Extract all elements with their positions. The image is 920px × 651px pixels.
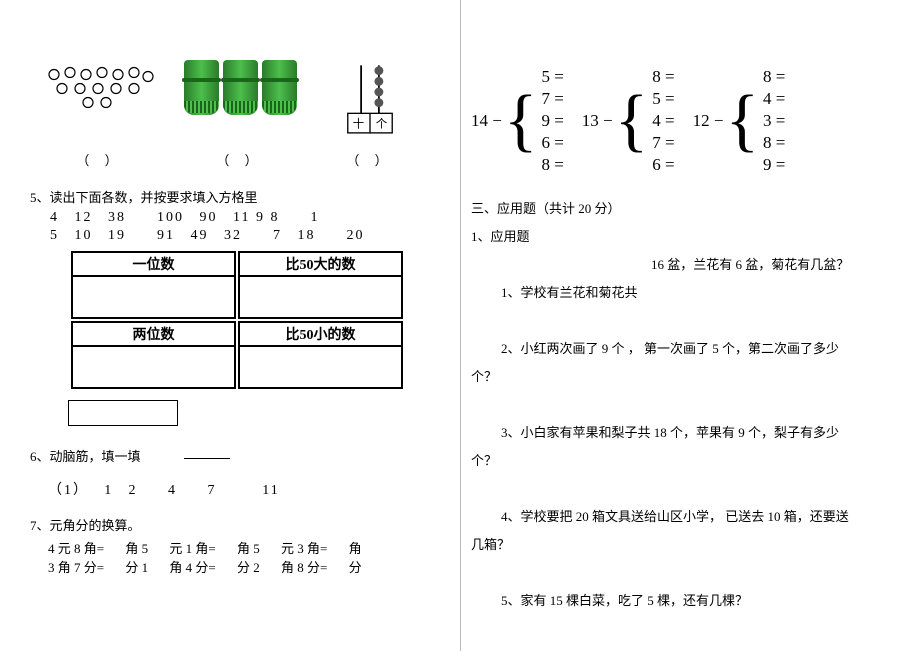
q7-title: 7、元角分的换算。 bbox=[30, 515, 450, 534]
q5-row1: 4 12 38 100 90 11 9 8 1 bbox=[50, 210, 450, 226]
svg-text:个: 个 bbox=[376, 118, 388, 131]
answer-blank-2: （ ） bbox=[170, 150, 310, 169]
box-lt50: 比50小的数 bbox=[240, 323, 401, 347]
p2b: 个？ bbox=[471, 366, 920, 388]
p1-header: 1、应用题 bbox=[471, 226, 920, 248]
q6-blank-line bbox=[184, 458, 230, 459]
q7-section: 7、元角分的换算。 4 元 8 角= 角 5 元 1 角= 角 5 元 3 角=… bbox=[30, 515, 450, 576]
subtraction-braces: 14 − { 5 = 7 = 9 = 6 = 8 = 13 − { 8 = 5 … bbox=[471, 58, 920, 184]
p1-tail: 16 盆，兰花有 6 盆，菊花有几盆？ bbox=[651, 254, 920, 276]
svg-text:十: 十 bbox=[353, 117, 365, 131]
p4a: 4、学校要把 20 箱文具送给山区小学， 已送去 10 箱，还要送 bbox=[501, 506, 920, 528]
box-twodigit: 两位数 bbox=[73, 323, 234, 347]
q5-row2: 5 10 19 91 49 32 7 18 20 bbox=[50, 228, 450, 244]
answer-blank-1: （ ） bbox=[30, 150, 170, 169]
q5-title: 5、读出下面各数，并按要求填入方格里 bbox=[30, 187, 450, 206]
p3a: 3、小白家有苹果和梨子共 18 个，苹果有 9 个，梨子有多少 bbox=[501, 422, 920, 444]
counting-circles bbox=[30, 60, 170, 144]
p2a: 2、小红两次画了 9 个 ， 第一次画了 5 个，第二次画了多少 bbox=[501, 338, 920, 360]
answer-blank-3: （ ） bbox=[310, 150, 430, 169]
box-gt50: 比50大的数 bbox=[240, 253, 401, 277]
p4b: 几箱？ bbox=[471, 534, 920, 556]
brace-lead-12: 12 − bbox=[693, 111, 724, 131]
q6-title: 6、动脑筋，填一填 bbox=[30, 446, 141, 465]
brace-lead-14: 14 − bbox=[471, 111, 502, 131]
classification-grid: 一位数 比50大的数 两位数 比50小的数 bbox=[70, 250, 410, 390]
section3-title: 三、应用题（共计 20 分） bbox=[471, 198, 920, 220]
p3b: 个？ bbox=[471, 450, 920, 472]
p5: 5、家有 15 棵白菜，吃了 5 棵，还有几棵？ bbox=[501, 590, 920, 612]
p1-sub: 1、学校有兰花和菊花共 bbox=[501, 282, 920, 304]
small-box bbox=[68, 400, 178, 426]
brace-lead-13: 13 − bbox=[582, 111, 613, 131]
box-onedigit: 一位数 bbox=[73, 253, 234, 277]
q6-sequence: （1） 1 2 4 7 11 bbox=[48, 479, 450, 499]
counting-bundles bbox=[170, 60, 310, 144]
abacus: 十 个 bbox=[310, 60, 430, 144]
